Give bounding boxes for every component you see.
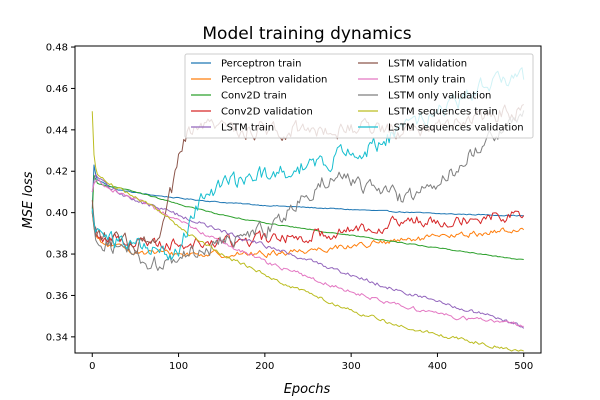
- chart-title: Model training dynamics: [202, 24, 411, 44]
- series-line-3: [91, 174, 524, 261]
- x-tick-label: 0: [89, 361, 95, 372]
- x-tick-label: 500: [514, 361, 533, 372]
- y-tick-label: 0.36: [46, 291, 68, 302]
- series-line-9: [91, 111, 524, 352]
- x-tick-label: 400: [428, 361, 447, 372]
- x-tick-label: 300: [342, 361, 361, 372]
- series-line-8: [91, 110, 525, 271]
- y-tick-label: 0.34: [46, 332, 68, 343]
- legend-box: [184, 53, 534, 139]
- y-tick-label: 0.48: [46, 43, 68, 54]
- x-tick-label: 200: [255, 361, 274, 372]
- legend-entry: LSTM sequences train: [388, 107, 498, 118]
- legend-entry: LSTM only train: [388, 75, 465, 86]
- series-line-1: [91, 164, 524, 217]
- series-line-5: [91, 173, 525, 329]
- legend-entry: LSTM only validation: [388, 91, 491, 102]
- y-tick-label: 0.42: [46, 167, 68, 178]
- plot-frame: [74, 45, 542, 354]
- y-tick-label: 0.46: [46, 84, 68, 95]
- y-axis: 0.34 0.36 0.38 0.40 0.42 0.44 0.46 0.48: [46, 43, 75, 343]
- x-axis: 0 100 200 300 400 500: [89, 353, 533, 372]
- legend-entry: LSTM train: [221, 123, 274, 134]
- y-axis-label: MSE loss: [21, 171, 36, 228]
- series-line-4: [91, 210, 525, 251]
- legend-entry: Conv2D train: [221, 91, 287, 102]
- y-tick-label: 0.40: [46, 208, 68, 219]
- y-tick-label: 0.44: [46, 125, 68, 136]
- y-tick-label: 0.38: [46, 250, 68, 261]
- x-axis-label: Epochs: [284, 382, 331, 397]
- legend-entry: LSTM sequences validation: [388, 123, 524, 134]
- legend-entry: LSTM validation: [388, 59, 467, 70]
- legend: Perceptron train Perceptron validation Con…: [184, 53, 534, 139]
- legend-entry: Conv2D validation: [221, 107, 313, 118]
- x-tick-label: 100: [169, 361, 188, 372]
- series-line-7: [91, 179, 524, 327]
- legend-entry: Perceptron validation: [221, 75, 327, 86]
- legend-entry: Perceptron train: [221, 59, 301, 70]
